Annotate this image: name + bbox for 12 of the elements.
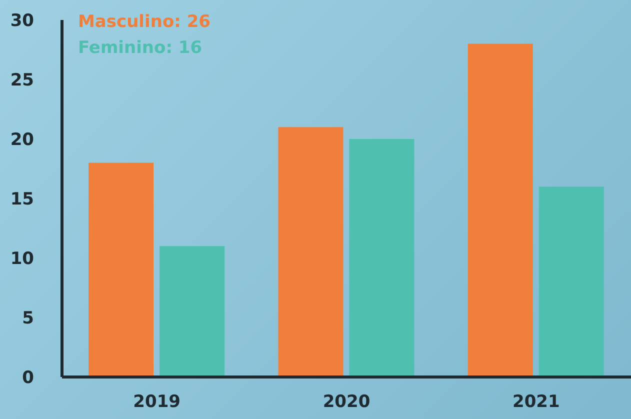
text: Feminino: 16 xyxy=(78,38,204,58)
x-tick-label: 2021 xyxy=(512,392,560,412)
y-tick-label: 20 xyxy=(10,130,34,150)
y-tick-label: 25 xyxy=(10,70,34,91)
y-tick-label: 0 xyxy=(22,368,34,388)
x-tick-label: 2019 xyxy=(133,392,180,412)
y-tick-label: 30 xyxy=(10,11,34,32)
text: Masculino: 26 xyxy=(78,12,210,32)
x-tick-label: 2020 xyxy=(322,392,370,412)
y-tick-label: 15 xyxy=(10,190,34,210)
y-tick-label: 10 xyxy=(10,249,34,270)
y-tick-label: 5 xyxy=(22,308,34,329)
